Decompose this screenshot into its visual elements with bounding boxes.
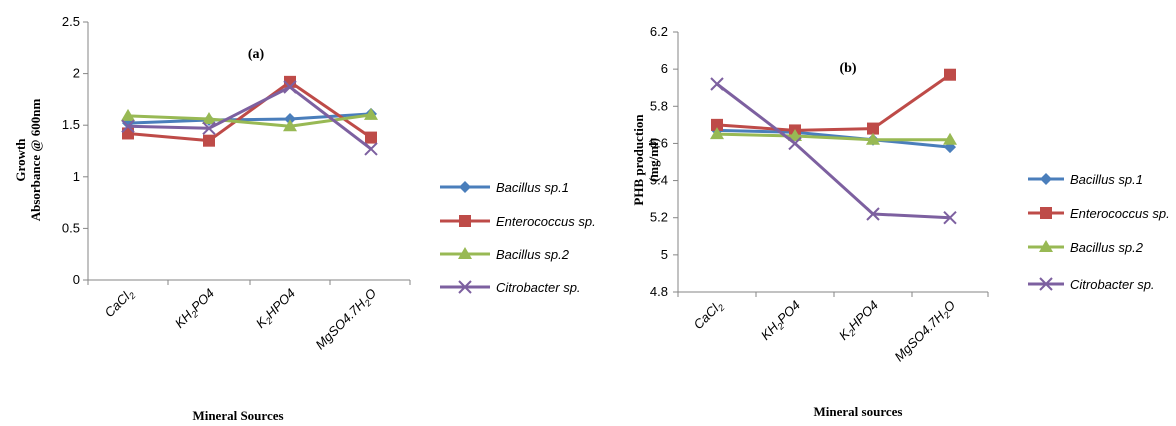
x-tick-label: CaCl2 — [102, 286, 138, 322]
series-line — [716, 128, 951, 149]
x-axis-title: Mineral Sources — [192, 408, 283, 423]
data-point — [122, 127, 134, 140]
series-3 — [121, 107, 378, 132]
data-point — [365, 131, 377, 144]
y-tick-label: 0 — [73, 272, 80, 287]
y-tick-label: 5.4 — [650, 173, 668, 188]
series-4 — [710, 77, 957, 225]
data-point — [711, 118, 723, 131]
series-2 — [122, 75, 377, 147]
legend-marker — [1040, 173, 1052, 185]
chart-a: 0 0.5 1 1.5 2 2.5 CaCl2 KH2PO4 K2HPO4 MgSO4.7H2O (… — [13, 14, 596, 423]
y-tick-label: 4.8 — [650, 284, 668, 299]
series-line — [716, 82, 951, 220]
series-line — [127, 113, 372, 128]
y-tick-label: 2.5 — [62, 14, 80, 29]
legend-label: Bacillus sp.2 — [1070, 240, 1144, 255]
legend-label: Citrobacter sp. — [496, 280, 581, 295]
x-tick-label: K2HPO4 — [253, 286, 300, 333]
data-point — [944, 68, 956, 81]
data-point — [202, 112, 216, 125]
series-2 — [711, 68, 956, 137]
series-line — [716, 73, 951, 132]
data-point — [203, 134, 215, 147]
data-point — [364, 107, 378, 120]
series-line — [716, 132, 950, 142]
legend-item: Enterococcus sp. — [1028, 206, 1170, 221]
legend-label: Enterococcus sp. — [496, 214, 596, 229]
y-tick-label: 6 — [661, 61, 668, 76]
y-tick-label: 2 — [73, 66, 80, 81]
x-tick-label: KH2PO4 — [172, 286, 219, 333]
legend-marker — [458, 247, 472, 259]
legend-marker — [458, 280, 472, 294]
y-tick-label: 1.5 — [62, 117, 80, 132]
x-tick-label: K2HPO4 — [836, 298, 883, 345]
legend-item: Enterococcus sp. — [440, 214, 596, 229]
data-point — [284, 113, 296, 126]
x-tick-label: MgSO4.7H2O — [312, 286, 380, 354]
data-point — [866, 207, 880, 221]
data-point — [283, 119, 297, 132]
series-line — [127, 85, 372, 151]
panel-label: (a) — [248, 47, 265, 62]
x-axis-title: Mineral sources — [814, 404, 903, 419]
data-point — [788, 129, 802, 141]
series-4 — [121, 80, 378, 156]
legend-marker — [459, 215, 471, 227]
legend-marker — [1039, 277, 1053, 291]
data-point — [364, 142, 378, 156]
legend-marker — [459, 181, 471, 193]
y-tick-label: 5.6 — [650, 135, 668, 150]
legend-label: Bacillus sp.2 — [496, 247, 570, 262]
data-point — [283, 80, 297, 94]
y-axis-title: PHB production(mg/ml) — [631, 114, 661, 206]
data-point — [121, 119, 135, 133]
data-point — [866, 132, 880, 145]
y-tick-label: 5 — [661, 247, 668, 262]
data-point — [710, 127, 724, 140]
legend-item: Citrobacter sp. — [1028, 277, 1155, 292]
series-line — [127, 80, 372, 143]
x-tick-label: CaCl2 — [691, 298, 727, 334]
x-tick-label: KH2PO4 — [758, 298, 805, 345]
legend-marker — [1040, 207, 1052, 219]
y-tick-label: 6.2 — [650, 24, 668, 39]
legend-label: Enterococcus sp. — [1070, 206, 1170, 221]
legend-item: Bacillus sp.1 — [440, 180, 569, 195]
legend-marker — [1039, 240, 1053, 252]
data-point — [943, 211, 957, 225]
y-tick-label: 5.8 — [650, 98, 668, 113]
y-axis-title: GrowthAbsorbance @ 600nm — [13, 99, 43, 222]
legend-item: Citrobacter sp. — [440, 280, 581, 295]
y-tick-label: 5.2 — [650, 210, 668, 225]
legend-item: Bacillus sp.2 — [440, 247, 570, 262]
y-tick-label: 1 — [73, 169, 80, 184]
data-point — [788, 136, 802, 151]
legend-item: Bacillus sp.2 — [1028, 240, 1144, 255]
legend-label: Citrobacter sp. — [1070, 277, 1155, 292]
y-tick-label: 0.5 — [62, 220, 80, 235]
panel-label: (b) — [839, 61, 856, 76]
data-point — [710, 77, 724, 91]
data-point — [943, 132, 957, 145]
data-point — [121, 108, 135, 121]
chart-b: 4.8 5 5.2 5.4 5.6 5.8 6 6.2 CaCl2 KH2PO4 K2HPO4 MgS… — [631, 24, 1170, 419]
legend-label: Bacillus sp.1 — [1070, 172, 1143, 187]
x-tick-label: MgSO4.7H2O — [891, 298, 959, 366]
legend-item: Bacillus sp.1 — [1028, 172, 1143, 187]
legend-label: Bacillus sp.1 — [496, 180, 569, 195]
series-3 — [710, 127, 957, 145]
data-point — [867, 122, 879, 135]
data-point — [202, 121, 216, 136]
